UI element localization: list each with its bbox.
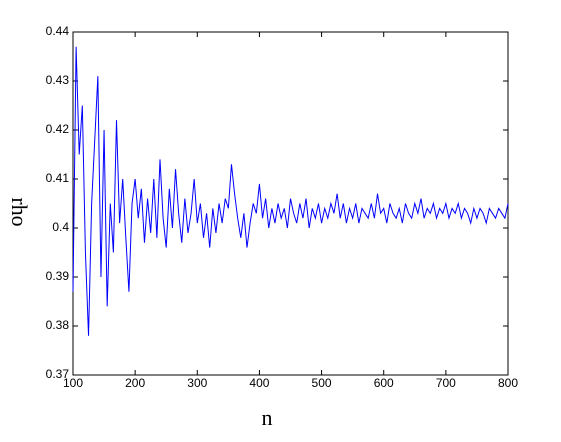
x-tick-label: 200: [125, 376, 145, 390]
y-tick-label: 0.42: [46, 122, 70, 136]
data-line: [72, 46, 509, 336]
x-tick-label: 800: [498, 376, 518, 390]
x-tick-label: 400: [249, 376, 269, 390]
y-tick-label: 0.44: [46, 24, 70, 38]
x-tick-label: 100: [63, 376, 83, 390]
y-axis-label: rho: [7, 197, 32, 226]
x-tick-label: 300: [187, 376, 207, 390]
x-tick-label: 500: [312, 376, 332, 390]
x-tick-label: 700: [436, 376, 456, 390]
y-tick-label: 0.41: [46, 171, 70, 185]
y-tick-label: 0.4: [52, 220, 69, 234]
x-tick-label: 600: [374, 376, 394, 390]
y-tick-label: 0.39: [46, 269, 70, 283]
y-tick-label: 0.43: [46, 73, 70, 87]
plot-area: [72, 31, 509, 376]
y-tick-label: 0.37: [46, 367, 70, 381]
x-axis-label: n: [262, 405, 273, 430]
y-tick-label: 0.38: [46, 318, 70, 332]
